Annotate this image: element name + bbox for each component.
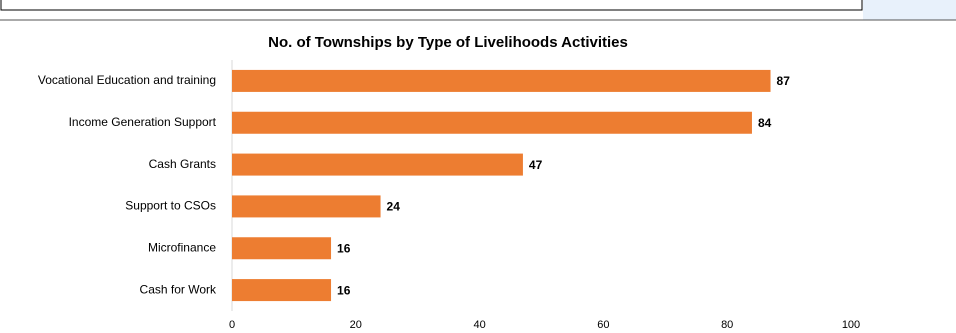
x-tick-label: 60 <box>597 319 609 331</box>
bar <box>232 279 332 302</box>
value-label: 16 <box>337 283 351 297</box>
y-tick-label: Cash Grants <box>149 157 216 171</box>
x-tick-label: 100 <box>842 319 860 331</box>
chart-title: No. of Townships by Type of Livelihoods … <box>268 34 628 51</box>
bar <box>232 69 771 92</box>
value-label: 87 <box>777 74 791 88</box>
y-tick-label: Income Generation Support <box>69 115 217 129</box>
header-panel <box>863 0 956 20</box>
value-label: 16 <box>337 241 351 255</box>
x-tick-label: 80 <box>721 319 733 331</box>
bar <box>232 195 381 218</box>
x-tick-label: 0 <box>229 319 235 331</box>
x-tick-label: 40 <box>473 319 485 331</box>
x-tick-label: 20 <box>350 319 362 331</box>
value-label: 84 <box>758 116 772 130</box>
bar <box>232 111 752 134</box>
value-label: 24 <box>387 200 401 214</box>
y-tick-label: Cash for Work <box>140 282 217 296</box>
bar <box>232 153 523 176</box>
y-tick-label: Vocational Education and training <box>38 73 216 87</box>
y-tick-label: Microfinance <box>148 240 216 254</box>
text-box <box>0 0 863 11</box>
bar <box>232 237 332 260</box>
y-tick-label: Support to CSOs <box>125 199 216 213</box>
value-label: 47 <box>529 158 543 172</box>
